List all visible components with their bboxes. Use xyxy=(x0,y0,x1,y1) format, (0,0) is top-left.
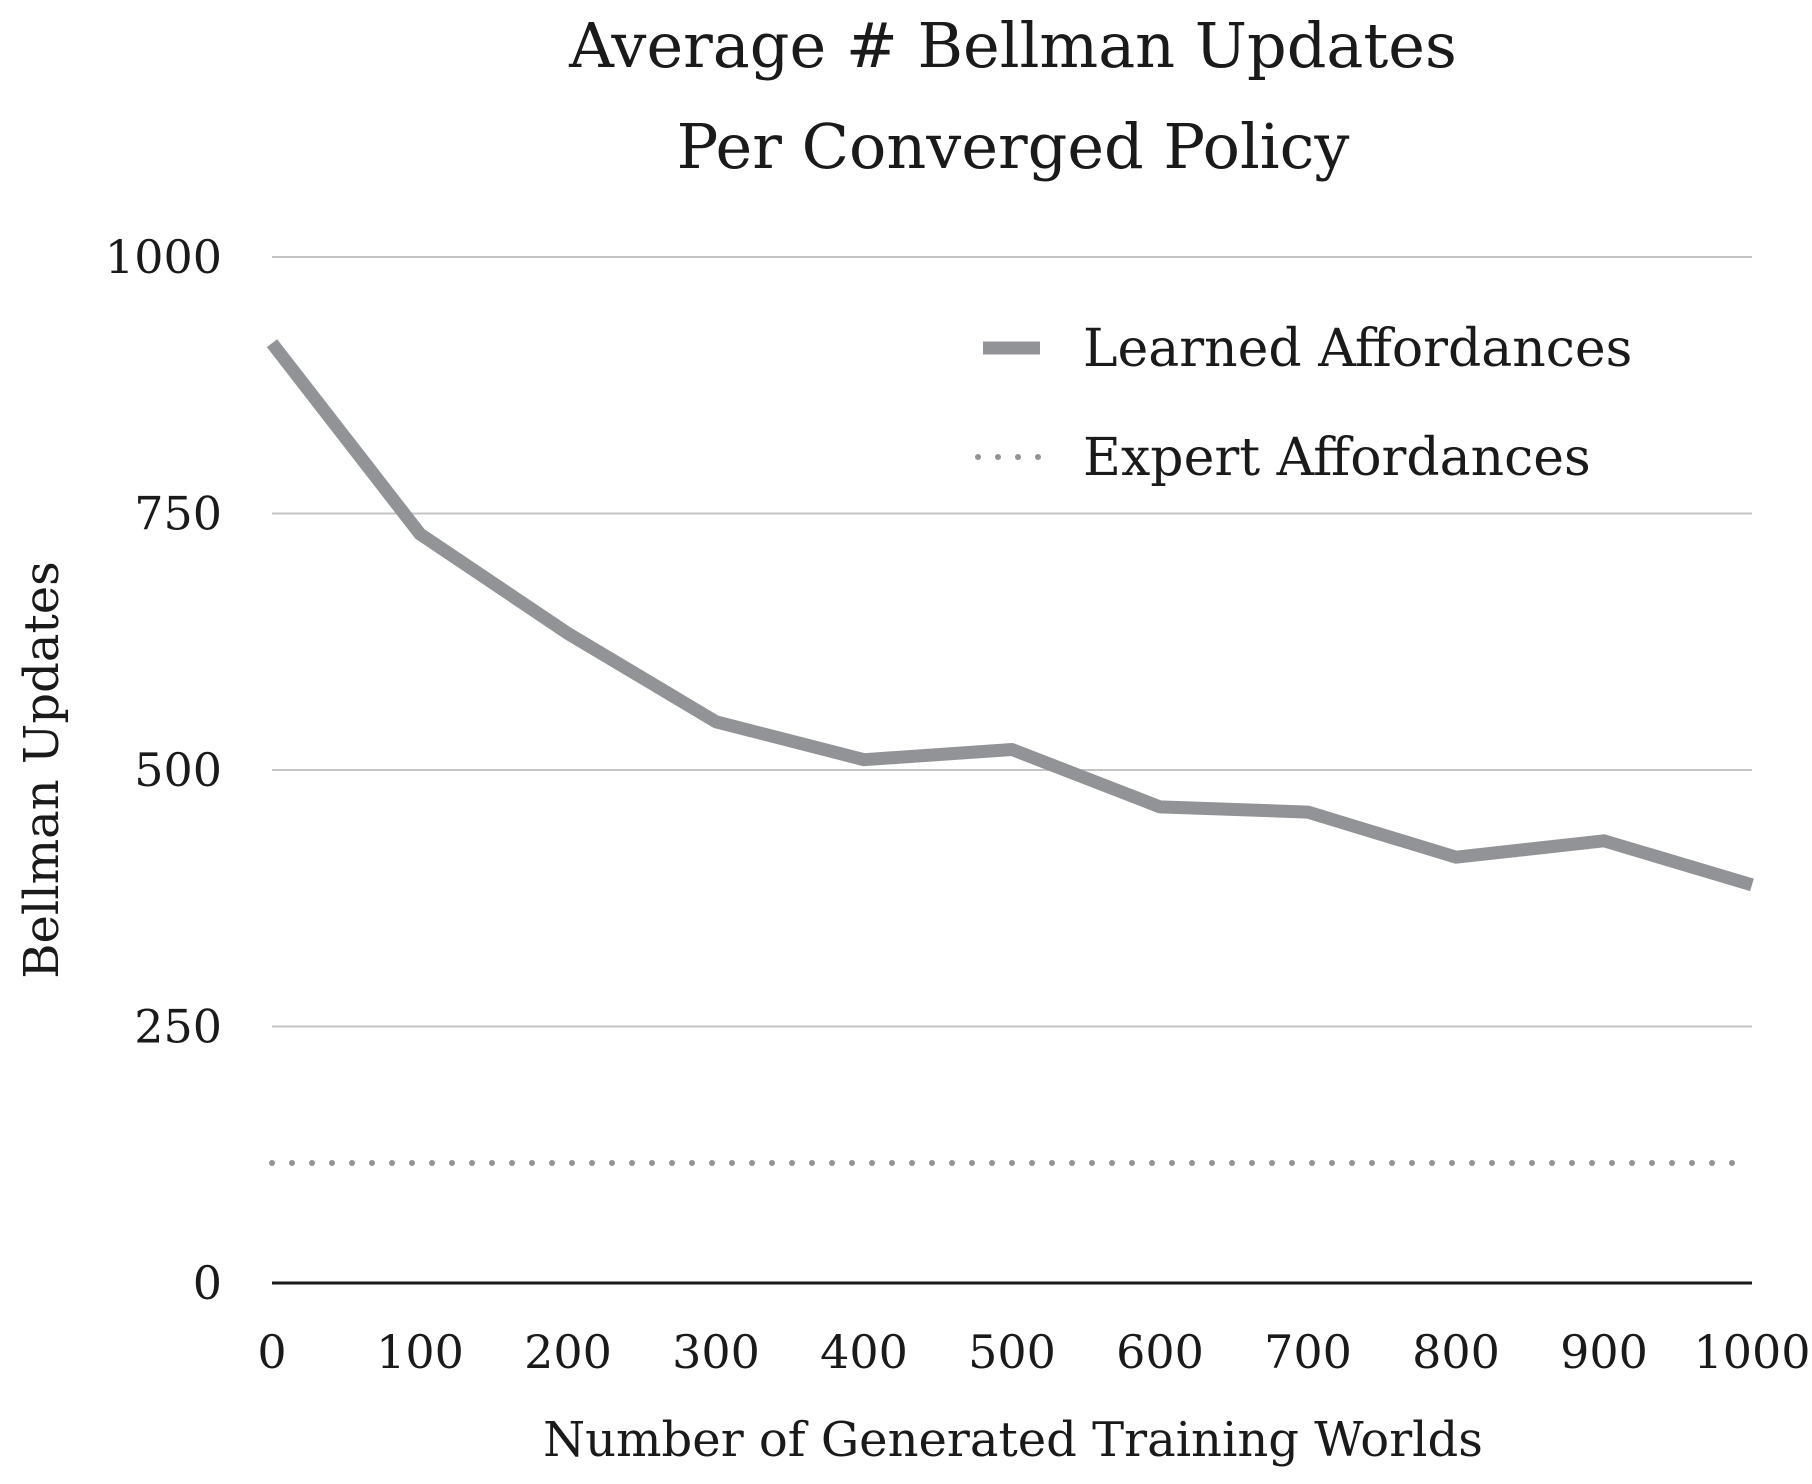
data-point-learned-affordances-200 xyxy=(567,633,569,635)
chart-title-line-2: Per Converged Policy xyxy=(677,110,1350,183)
x-tick-label-0: 0 xyxy=(257,1325,286,1379)
data-point-learned-affordances-1000 xyxy=(1751,884,1753,886)
x-tick-label-200: 200 xyxy=(524,1325,612,1379)
y-tick-label-0: 0 xyxy=(193,1256,222,1310)
data-point-learned-affordances-0 xyxy=(271,342,273,344)
x-tick-label-300: 300 xyxy=(672,1325,760,1379)
y-axis-tick-labels: 0 250 500 750 1000 xyxy=(105,230,222,1310)
data-point-learned-affordances-400 xyxy=(863,759,865,761)
x-tick-label-900: 900 xyxy=(1560,1325,1648,1379)
data-point-learned-affordances-700 xyxy=(1307,811,1309,813)
data-point-expert-affordances-700 xyxy=(1307,1162,1309,1164)
plot-series xyxy=(266,339,1755,1166)
legend: Learned Affordances Expert Affordances xyxy=(975,319,1632,488)
legend-label-learned-affordances: Learned Affordances xyxy=(1083,319,1632,379)
y-tick-label-250: 250 xyxy=(134,1000,222,1054)
data-point-learned-affordances-600 xyxy=(1159,806,1161,808)
data-point-expert-affordances-100 xyxy=(419,1162,421,1164)
x-tick-label-700: 700 xyxy=(1264,1325,1352,1379)
x-axis-title: Number of Generated Training Worlds xyxy=(543,1412,1483,1468)
x-tick-label-500: 500 xyxy=(968,1325,1056,1379)
data-point-learned-affordances-300 xyxy=(715,721,717,723)
y-tick-label-1000: 1000 xyxy=(105,230,222,284)
x-tick-label-600: 600 xyxy=(1116,1325,1204,1379)
x-tick-label-400: 400 xyxy=(820,1325,908,1379)
data-point-expert-affordances-0 xyxy=(271,1162,273,1164)
x-tick-label-1000: 1000 xyxy=(1693,1325,1810,1379)
x-axis-tick-labels: 0 100 200 300 400 500 600 700 800 900 1000 xyxy=(257,1325,1810,1379)
y-tick-label-750: 750 xyxy=(134,487,222,541)
data-point-learned-affordances-500 xyxy=(1011,748,1013,750)
data-point-learned-affordances-100 xyxy=(419,533,421,535)
series-line-learned-affordances xyxy=(266,339,1754,892)
data-point-expert-affordances-900 xyxy=(1603,1162,1605,1164)
legend-label-expert-affordances: Expert Affordances xyxy=(1083,428,1591,488)
data-point-expert-affordances-300 xyxy=(715,1162,717,1164)
x-tick-label-800: 800 xyxy=(1412,1325,1500,1379)
data-point-expert-affordances-600 xyxy=(1159,1162,1161,1164)
gridlines xyxy=(272,256,1752,1285)
data-point-expert-affordances-800 xyxy=(1455,1162,1457,1164)
y-axis-title: Bellman Updates xyxy=(14,561,70,979)
data-point-expert-affordances-400 xyxy=(863,1162,865,1164)
data-point-expert-affordances-200 xyxy=(567,1162,569,1164)
data-point-expert-affordances-500 xyxy=(1011,1162,1013,1164)
chart-title-line-1: Average # Bellman Updates xyxy=(568,9,1457,82)
chart-title: Average # Bellman Updates Per Converged … xyxy=(568,9,1457,183)
y-tick-label-500: 500 xyxy=(134,743,222,797)
x-tick-label-100: 100 xyxy=(376,1325,464,1379)
data-point-expert-affordances-1000 xyxy=(1751,1162,1753,1164)
data-point-learned-affordances-800 xyxy=(1455,856,1457,858)
data-point-learned-affordances-900 xyxy=(1603,840,1605,842)
